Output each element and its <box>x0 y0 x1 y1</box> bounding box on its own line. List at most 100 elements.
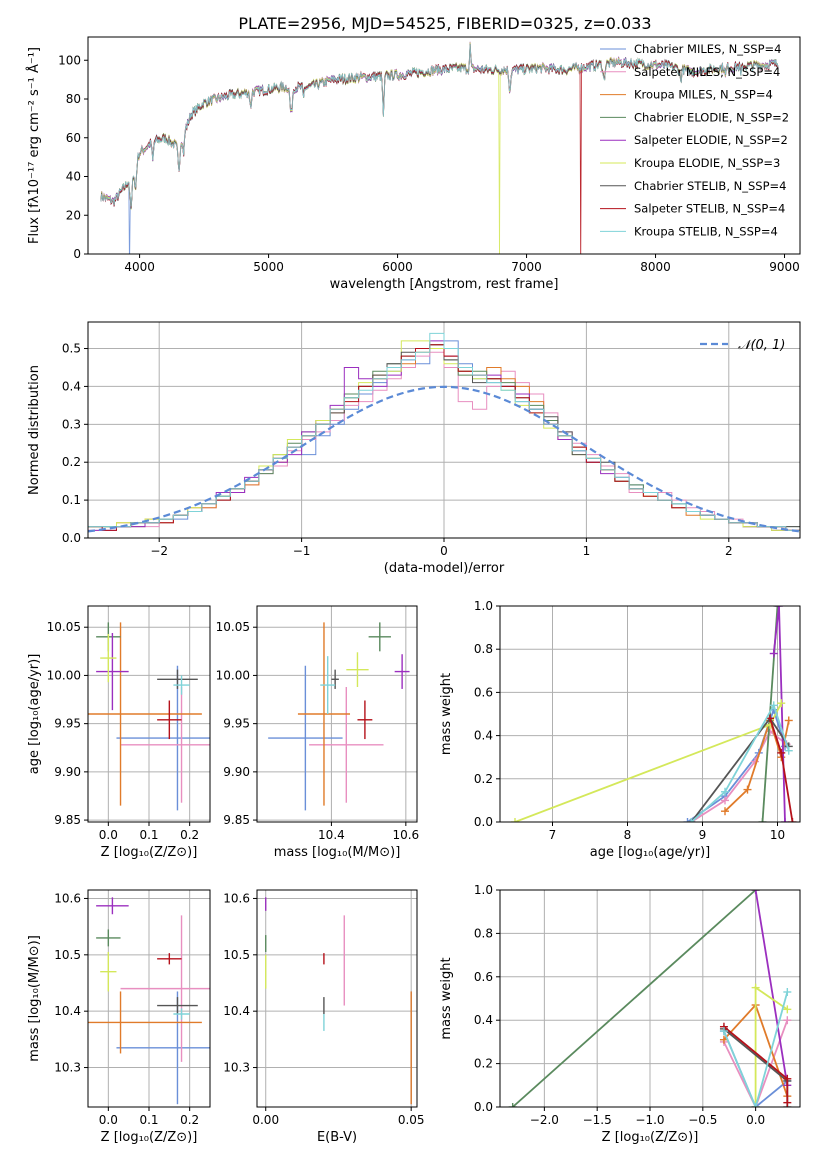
errorbar-point-9 <box>320 656 336 714</box>
chart-spectrum: 4000 5000 6000 7000 8000 9000 0 20 40 60 80 100 wave… <box>26 36 801 292</box>
weight-marker <box>758 818 767 822</box>
x-axis-label: mass [log₁₀(M/M⊙)] <box>274 845 401 860</box>
x-tick-label: −1 <box>293 544 311 558</box>
y-tick-label: 0.3 <box>62 417 81 431</box>
y-tick-label: 0.1 <box>62 493 81 507</box>
legend-entry-6: Kroupa ELODIE, N_SSP=3 <box>634 156 780 170</box>
legend-entry-4: Chabrier ELODIE, N_SSP=2 <box>634 110 789 124</box>
y-tick-label: 9.85 <box>223 813 250 827</box>
weight-line-4 <box>512 890 757 1107</box>
y-tick-label: 10.5 <box>223 948 250 962</box>
weight-marker <box>511 818 519 822</box>
weight-marker <box>683 818 692 822</box>
axes-foreground: 0.0 0.1 0.2 9.85 9.90 9.95 10.00 10.05 Z [log₁₀(… <box>27 605 211 860</box>
y-tick-label: 9.95 <box>223 717 250 731</box>
axes-foreground: 0.0 0.1 0.2 10.3 10.4 10.5 10.6 Z [log₁₀(Z/Z⊙)]… <box>27 889 211 1145</box>
y-tick-label: 0.6 <box>474 970 493 984</box>
legend-entry-5: Salpeter ELODIE, N_SSP=2 <box>634 133 788 147</box>
x-tick-label: 10 <box>770 828 785 842</box>
weight-marker <box>721 807 729 816</box>
y-axis-label: mass weight <box>439 673 454 755</box>
y-tick-label: 9.90 <box>223 765 250 779</box>
y-tick-label: 9.90 <box>54 765 81 779</box>
errorbar-point-5 <box>394 654 410 689</box>
y-axis-label: Normed distribution <box>27 365 42 495</box>
x-tick-label: 6000 <box>382 260 413 274</box>
legend-label-normal: 𝒩(0, 1) <box>738 338 785 353</box>
y-tick-label: 10.5 <box>54 948 81 962</box>
axes-frame <box>256 605 418 823</box>
axes-foreground: 0.00 0.05 10.3 10.4 10.5 10.6 E(B-V) <box>223 889 425 1145</box>
x-tick-label: 10.6 <box>392 828 419 842</box>
y-tick-label: 0.5 <box>62 342 81 356</box>
y-tick-label: 10.00 <box>47 668 81 682</box>
legend-entry-3: Kroupa MILES, N_SSP=4 <box>634 88 773 102</box>
errorbar-point-7 <box>157 997 198 1014</box>
x-tick-label: 0.2 <box>180 828 199 842</box>
axes-foreground: −2.0 −1.5 −1.0 −0.5 0.0 0.0 0.2 0.4 0.6 0.8 1.0 Z [… <box>439 883 801 1145</box>
errorbar-point-8 <box>157 953 182 965</box>
weight-line-9 <box>690 703 790 822</box>
weight-marker <box>769 701 778 710</box>
plot-area <box>508 890 792 1107</box>
y-tick-label: 1.0 <box>474 599 493 613</box>
y-tick-label: 20 <box>66 208 81 222</box>
weight-marker <box>719 1027 728 1036</box>
legend-entry-7: Chabrier STELIB, N_SSP=4 <box>634 179 786 193</box>
x-axis-label: E(B-V) <box>317 1130 357 1145</box>
y-tick-label: 0.4 <box>474 1013 493 1027</box>
weight-marker <box>743 785 752 794</box>
legend-entry-1: Chabrier MILES, N_SSP=4 <box>634 42 781 56</box>
errorbar-point-4 <box>368 622 391 652</box>
x-tick-label: 0.1 <box>139 1113 158 1127</box>
weight-marker <box>783 1016 792 1025</box>
plot-area <box>88 622 210 811</box>
legend-entry-9: Kroupa STELIB, N_SSP=4 <box>634 224 778 238</box>
axes-frame <box>87 36 801 255</box>
y-tick-label: 10.4 <box>54 1004 81 1018</box>
weight-marker <box>687 818 696 822</box>
y-tick-label: 40 <box>66 170 81 184</box>
weight-marker <box>777 748 786 757</box>
x-axis-label: Z [log₁₀(Z/Z⊙)] <box>101 1130 198 1145</box>
y-axis-label: mass [log₁₀(M/M⊙)] <box>27 935 42 1062</box>
y-tick-label: 0.8 <box>474 642 493 656</box>
y-tick-label: 0.0 <box>474 815 493 829</box>
errorbar-point-1 <box>116 665 210 811</box>
weight-marker <box>751 1103 760 1107</box>
x-tick-label: 7 <box>549 828 557 842</box>
weight-marker <box>769 649 778 658</box>
errorbar-point-9 <box>173 675 190 695</box>
legend-entry-2: Salpeter MILES, N_SSP=4 <box>634 65 780 79</box>
y-tick-label: 0.4 <box>62 379 81 393</box>
axes-frame <box>256 889 418 1108</box>
axes-foreground: 7 8 9 10 0.0 0.2 0.4 0.6 0.8 1.0 age [log₁₀(age/yr… <box>439 599 801 860</box>
x-tick-label: 9000 <box>769 260 800 274</box>
weight-line-5 <box>754 890 789 1086</box>
y-tick-label: 0.0 <box>474 1100 493 1114</box>
x-tick-label: 7000 <box>511 260 542 274</box>
plot-area <box>511 606 797 822</box>
errorbar-point-3 <box>297 622 351 806</box>
errorbar-point-8 <box>157 700 182 740</box>
weight-marker <box>788 818 797 822</box>
weight-marker <box>783 1074 792 1083</box>
y-tick-label: 0.2 <box>62 455 81 469</box>
y-tick-label: 80 <box>66 92 81 106</box>
x-tick-label: 9 <box>699 828 707 842</box>
x-axis-label: (data-model)/error <box>384 561 505 576</box>
x-tick-label: 0.00 <box>252 1113 279 1127</box>
x-tick-label: 8000 <box>640 260 671 274</box>
errorbar-point-1 <box>268 665 343 811</box>
errorbar-point-5 <box>96 897 129 915</box>
axes-foreground: 4000 5000 6000 7000 8000 9000 0 20 40 60 80 100 wave… <box>26 36 801 292</box>
x-tick-label: 0.0 <box>746 1113 765 1127</box>
weight-marker <box>783 987 792 996</box>
errorbar-point-6 <box>100 633 117 683</box>
y-tick-label: 0.2 <box>474 772 493 786</box>
y-tick-label: 60 <box>66 131 81 145</box>
weight-marker <box>751 890 760 894</box>
y-tick-label: 10.05 <box>47 620 81 634</box>
x-tick-label: 10.4 <box>318 828 345 842</box>
